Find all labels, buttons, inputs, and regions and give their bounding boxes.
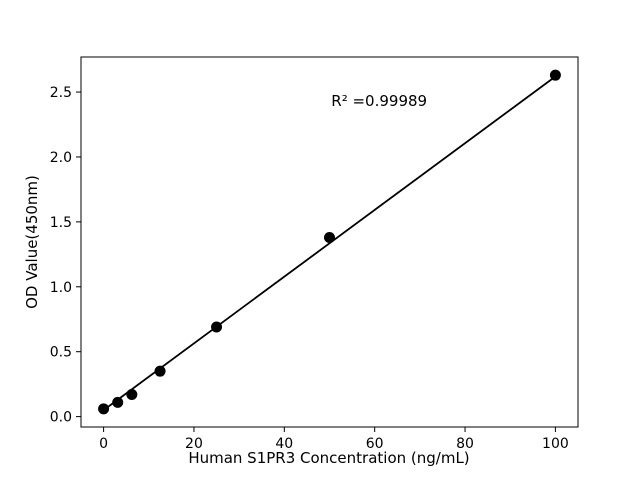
data-point	[126, 389, 138, 401]
x-tick-label: 100	[542, 436, 569, 452]
x-tick-label: 60	[366, 436, 384, 452]
data-point	[112, 396, 124, 408]
data-point	[324, 231, 335, 243]
fit-line	[103, 75, 556, 411]
plot-area-border	[80, 56, 579, 428]
y-axis-ticks: 0.0 0.5 1.0 1.5 2.0 2.5	[50, 85, 81, 426]
x-tick-label: 80	[456, 436, 474, 452]
x-tick-label: 40	[275, 436, 293, 452]
data-points	[98, 69, 561, 415]
x-axis-label: Human S1PR3 Concentration (ng/mL)	[188, 449, 469, 467]
trend-line	[103, 75, 556, 411]
data-point	[549, 69, 561, 81]
y-axis-label: OD Value(450nm)	[23, 175, 41, 309]
x-axis-ticks: 0 20 40 60 80 100	[99, 427, 569, 452]
data-point	[154, 365, 166, 377]
y-tick-label: 2.0	[50, 150, 72, 166]
x-tick-label: 20	[185, 436, 203, 452]
data-point	[211, 321, 223, 333]
y-tick-label: 0.0	[50, 410, 72, 426]
x-tick-label: 0	[99, 436, 108, 452]
y-tick-label: 1.0	[50, 280, 72, 296]
y-tick-label: 2.5	[50, 85, 72, 101]
data-point	[98, 403, 110, 415]
y-tick-label: 1.5	[50, 215, 72, 231]
y-tick-label: 0.5	[50, 345, 72, 361]
r-squared-annotation: R² =0.99989	[331, 92, 427, 110]
